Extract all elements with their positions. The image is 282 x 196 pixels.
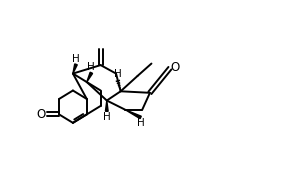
Text: H: H: [72, 54, 80, 64]
Text: H: H: [137, 118, 145, 128]
Text: H: H: [114, 69, 122, 79]
Text: H: H: [103, 112, 111, 122]
Text: O: O: [37, 108, 46, 121]
Polygon shape: [87, 72, 92, 82]
Polygon shape: [105, 101, 108, 111]
Polygon shape: [125, 110, 141, 119]
Text: H: H: [87, 62, 94, 72]
Text: O: O: [171, 61, 180, 74]
Polygon shape: [73, 64, 77, 74]
